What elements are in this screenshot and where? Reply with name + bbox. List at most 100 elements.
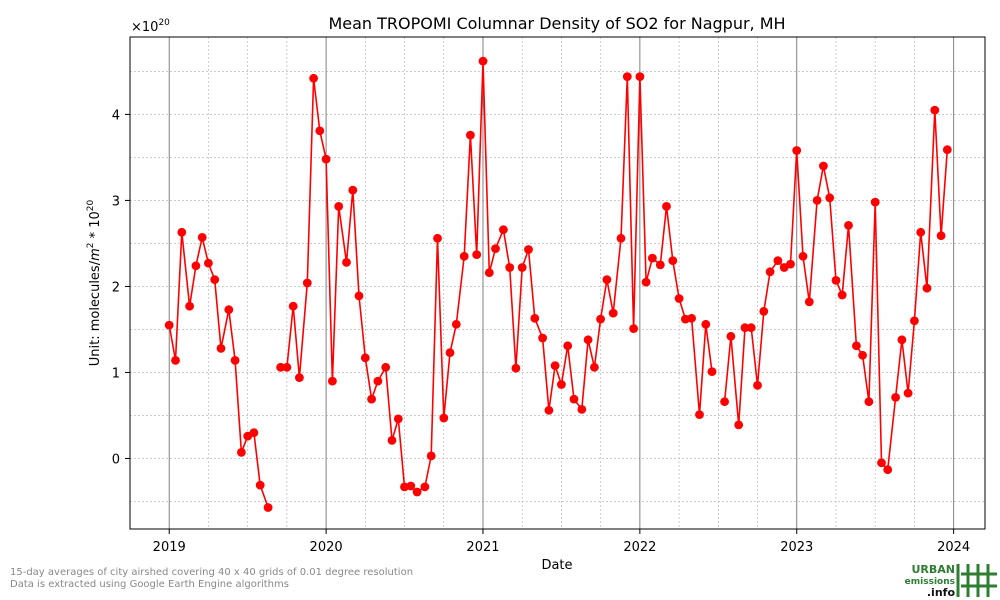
data-point — [354, 291, 364, 301]
data-point — [629, 324, 638, 333]
data-point — [177, 227, 187, 237]
data-point — [798, 251, 808, 261]
data-point — [381, 362, 391, 372]
data-point — [916, 227, 926, 237]
data-point — [302, 278, 312, 288]
data-point — [342, 258, 351, 267]
data-point — [393, 414, 403, 424]
data-point — [563, 341, 573, 351]
data-point — [583, 335, 593, 345]
data-point — [602, 275, 612, 284]
data-point — [858, 350, 867, 360]
data-point — [616, 233, 626, 243]
axis-ticks: 2019 2020 2021 2022 2023 2024 0 1 2 3 4 — [112, 108, 970, 555]
series-line — [280, 60, 713, 493]
y-axis-label-power: 20 — [86, 199, 96, 211]
y-offset-power: 20 — [158, 18, 170, 28]
data-point — [577, 405, 587, 414]
data-point — [641, 277, 651, 287]
data-point — [315, 126, 325, 136]
x-tick-label: 2019 — [153, 540, 186, 555]
data-point — [740, 323, 750, 333]
data-point — [695, 410, 704, 419]
data-point — [164, 320, 174, 330]
data-point — [622, 72, 632, 81]
data-point — [825, 193, 835, 203]
footnote-source: Data is extracted using Google Earth Eng… — [10, 579, 289, 590]
x-tick-label: 2020 — [310, 540, 343, 555]
data-point — [288, 301, 298, 311]
data-point — [282, 362, 292, 372]
urban-emissions-logo: URBAN emissions .info — [905, 563, 997, 598]
x-axis-label: Date — [541, 558, 572, 573]
y-tick-label: 1 — [112, 366, 120, 381]
data-point — [837, 290, 847, 300]
data-point — [746, 323, 756, 333]
y-axis-label-unit-power: 2 — [86, 243, 96, 249]
data-point — [328, 376, 337, 386]
data-point — [185, 301, 195, 311]
data-point — [204, 258, 213, 268]
data-point — [511, 363, 521, 373]
data-point — [648, 253, 657, 263]
data-point — [734, 420, 744, 430]
data-point — [216, 344, 226, 353]
data-point — [439, 413, 449, 423]
data-point — [765, 267, 775, 277]
data-point — [210, 275, 220, 284]
data-point — [406, 481, 416, 491]
data-point — [249, 428, 259, 438]
data-point — [930, 105, 940, 115]
data-point — [550, 361, 560, 370]
data-point — [891, 393, 900, 402]
y-tick-label: 4 — [112, 108, 120, 123]
data-point — [426, 451, 436, 461]
data-point — [197, 233, 207, 242]
data-point — [276, 362, 285, 372]
data-point — [844, 221, 853, 230]
data-point — [812, 196, 822, 205]
y-tick-label: 0 — [112, 452, 120, 467]
data-point — [590, 362, 599, 372]
data-point — [224, 305, 234, 315]
data-point — [687, 313, 696, 323]
data-point — [171, 356, 180, 365]
data-point — [852, 341, 861, 351]
data-point — [544, 405, 554, 415]
data-point — [420, 482, 430, 492]
y-axis-label: Unit: molecules/m2 * 1020 — [86, 199, 103, 366]
data-point — [367, 394, 376, 404]
data-point — [321, 154, 331, 164]
y-tick-label: 2 — [112, 280, 120, 295]
data-point — [412, 487, 422, 497]
data-point — [451, 319, 461, 329]
data-point — [759, 307, 769, 316]
data-point — [773, 256, 783, 265]
data-point — [662, 202, 671, 211]
data-point — [804, 297, 814, 307]
x-tick-label: 2023 — [780, 540, 813, 555]
logo-text-emissions: emissions — [905, 577, 955, 587]
data-point — [655, 260, 665, 270]
data-point — [263, 503, 273, 512]
data-point — [459, 251, 469, 261]
data-point — [870, 197, 880, 207]
chart-title: Mean TROPOMI Columnar Density of SO2 for… — [328, 14, 785, 33]
data-point — [674, 294, 684, 303]
data-point — [877, 458, 886, 468]
data-point — [786, 259, 795, 269]
footnote-resolution: 15-day averages of city airshed covering… — [10, 567, 414, 578]
data-point — [720, 397, 729, 407]
series-line — [168, 231, 269, 508]
y-offset-base: ×10 — [131, 20, 158, 35]
data-point — [230, 356, 240, 365]
x-tick-label: 2024 — [937, 540, 970, 555]
data-point — [569, 394, 579, 404]
data-point — [466, 130, 475, 140]
data-point — [499, 225, 508, 235]
data-point — [191, 261, 201, 271]
data-point — [373, 376, 383, 386]
data-point — [237, 448, 246, 457]
data-point — [557, 380, 566, 389]
data-point — [472, 250, 482, 259]
